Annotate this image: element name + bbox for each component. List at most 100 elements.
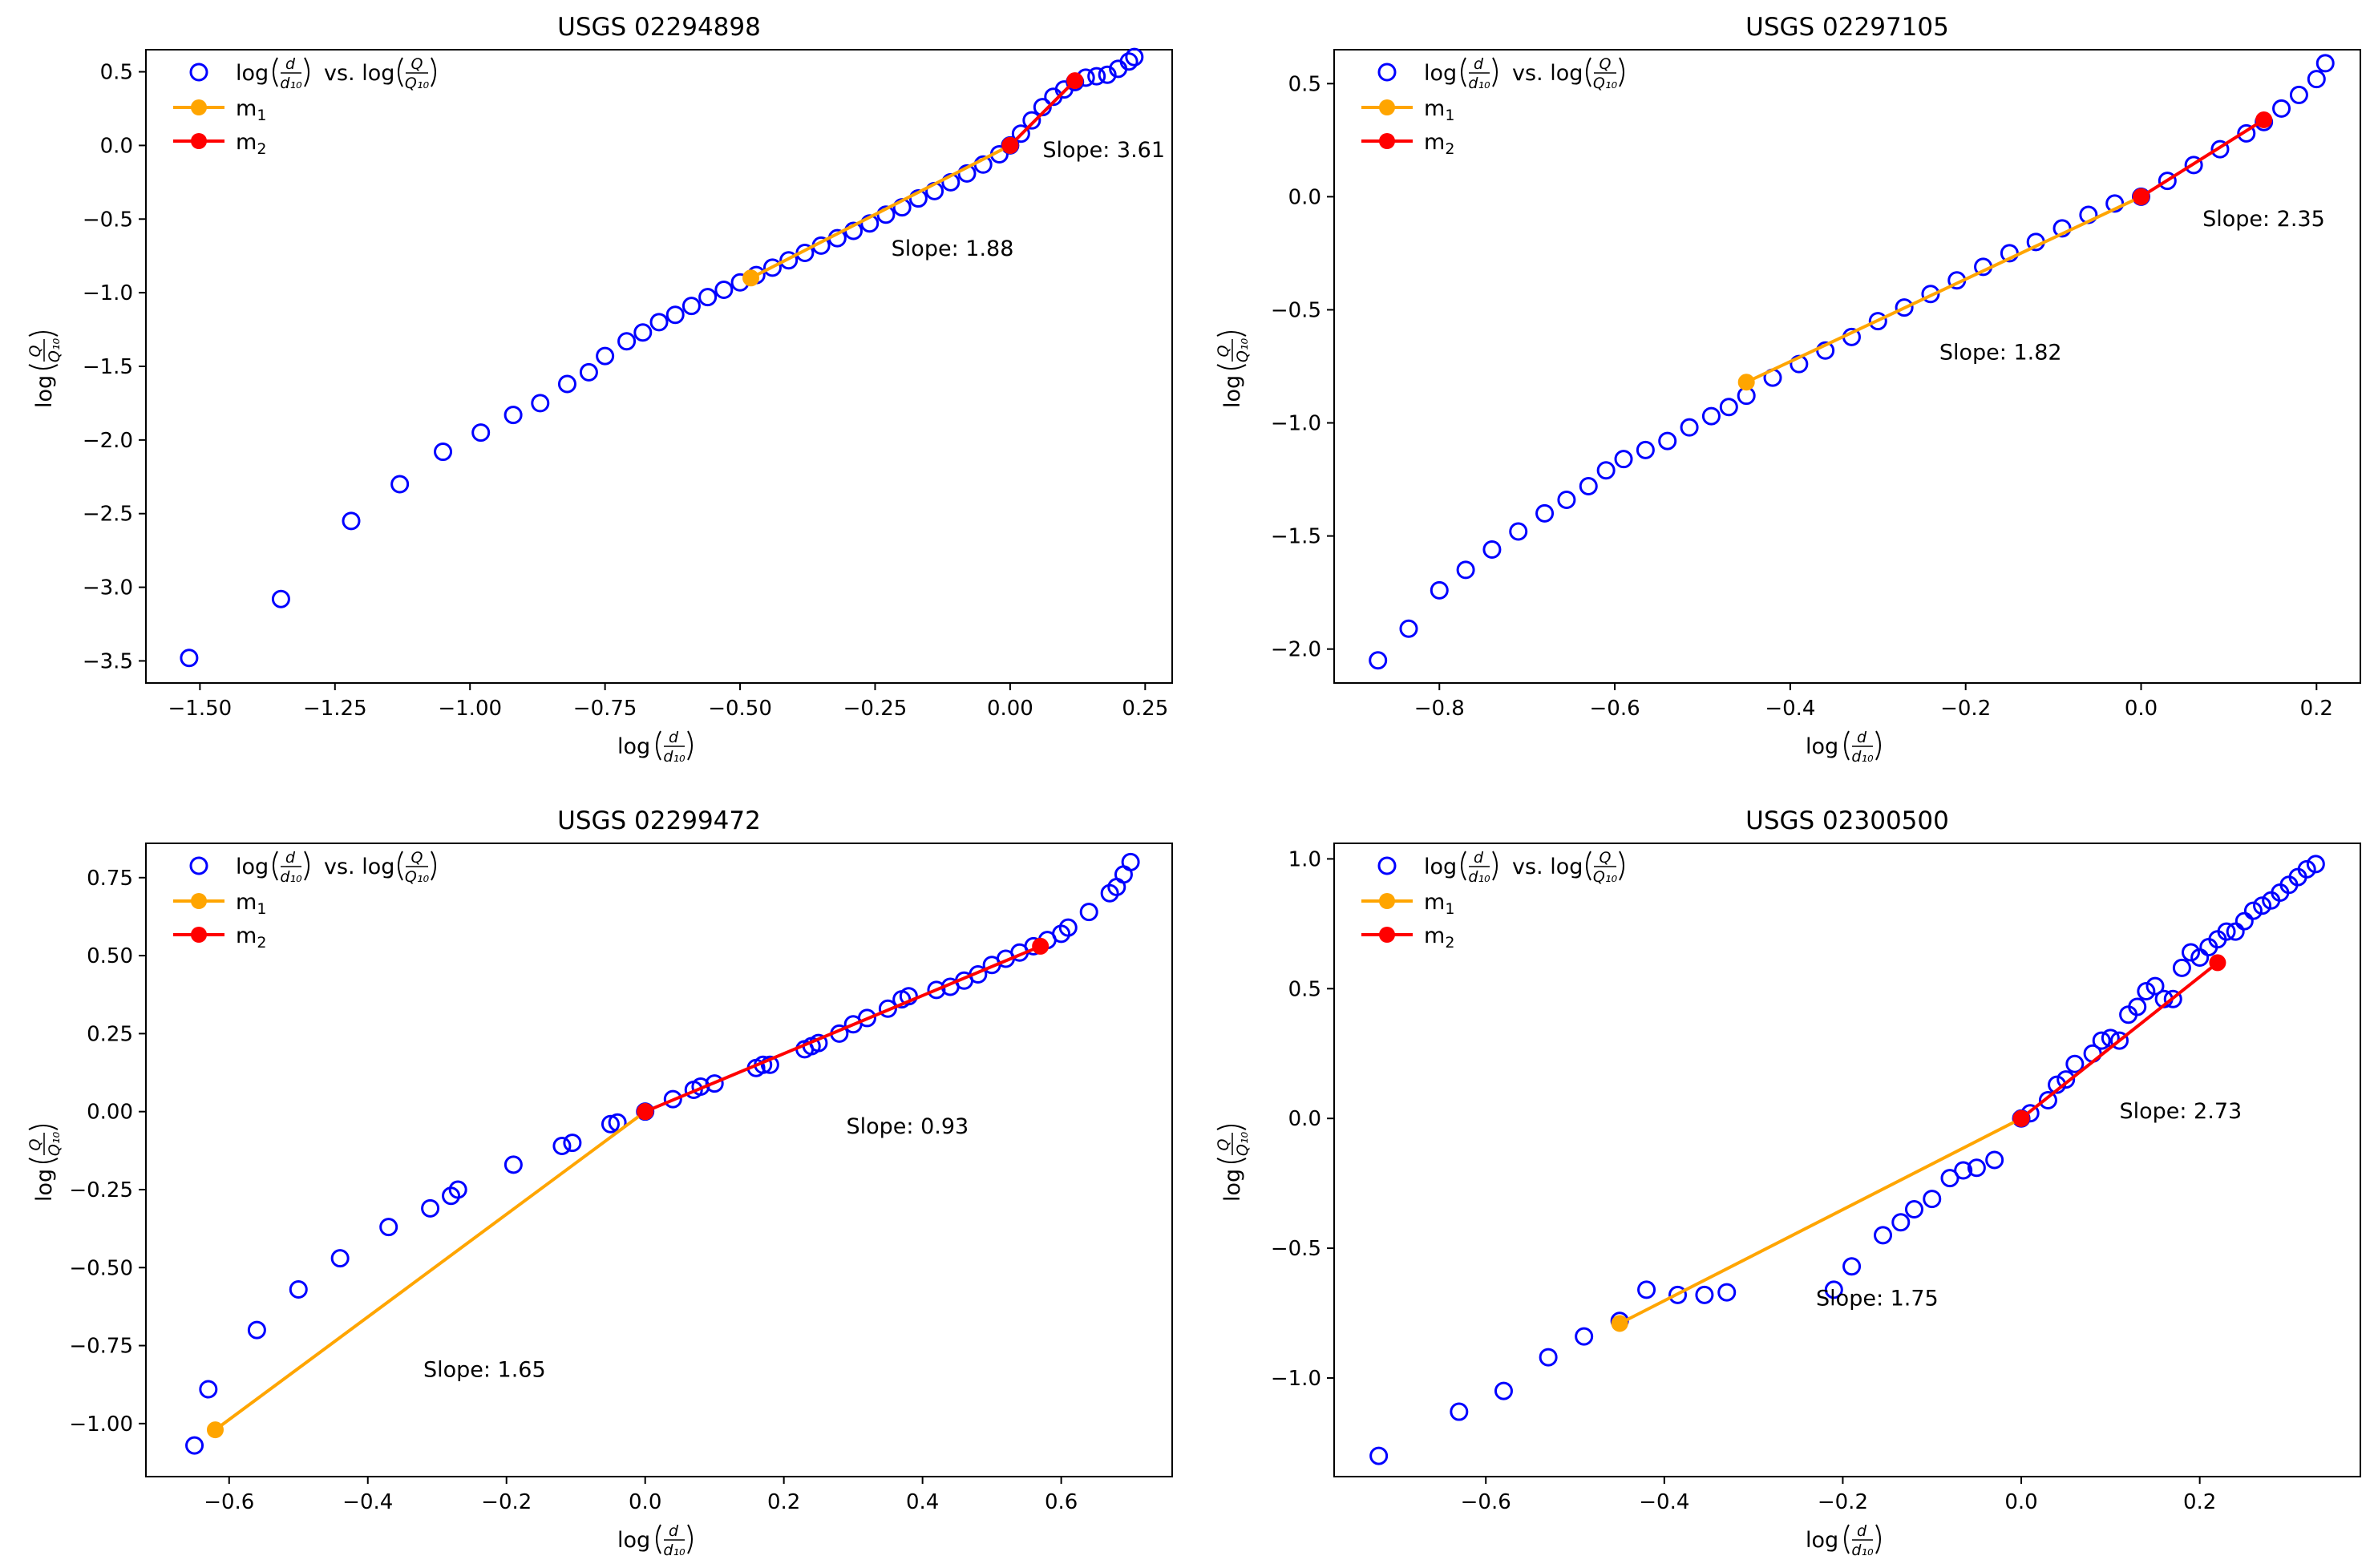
scatter-point: [180, 649, 199, 668]
scatter-point: [247, 1320, 266, 1340]
paren-right: [304, 57, 309, 87]
m1-slope-label: Slope: 1.65: [423, 1357, 546, 1382]
legend-vs: vs. log: [324, 61, 394, 86]
scatter-point: [1637, 1280, 1656, 1299]
frac-den: d₁₀: [663, 1542, 686, 1559]
scatter-point: [2243, 901, 2263, 920]
scatter-point: [1921, 285, 1940, 304]
m2-slope-label: Slope: 2.73: [2119, 1099, 2242, 1124]
legend-label-m1: m1: [1424, 96, 1454, 124]
scatter-point: [2105, 194, 2125, 213]
y-tick-label: 0.25: [87, 1022, 133, 1046]
m1-fit: Slope: 1.65: [206, 1103, 654, 1439]
scatter-point: [2158, 172, 2177, 191]
legend-marker-scatter: [1377, 856, 1397, 875]
scatter-point: [1494, 1381, 1513, 1400]
scatter-series: [180, 47, 1144, 668]
x-axis-log: log: [617, 1528, 650, 1553]
m1-endpoint: [1611, 1315, 1628, 1332]
scatter-point: [1369, 651, 1388, 670]
paren-left: [1216, 364, 1247, 370]
x-tick-label: 0.2: [2300, 697, 2333, 721]
x-tick-label: 0.6: [1045, 1490, 1078, 1514]
frac-den: Q₁₀: [46, 338, 63, 363]
paren-left: [28, 1158, 59, 1163]
scatter-point: [1636, 440, 1655, 459]
scatter-point: [2182, 943, 2201, 962]
m2-endpoint: [1032, 937, 1049, 955]
m1-endpoint: [1737, 374, 1755, 391]
paren-right: [1619, 57, 1624, 87]
frac-den: d₁₀: [280, 868, 302, 886]
paren-right: [28, 1125, 59, 1130]
scatter-point: [779, 251, 799, 270]
legend-marker-m1: [191, 893, 207, 909]
scatter-point: [1450, 1402, 1469, 1421]
y-tick-label: −1.00: [69, 1412, 133, 1437]
m2-fit: Slope: 0.93: [637, 937, 1049, 1139]
frac-num: d: [669, 1522, 679, 1540]
paren-left: [398, 851, 403, 881]
paren-right: [1875, 1524, 1881, 1554]
legend-log: log: [236, 855, 269, 879]
scatter-point: [705, 1074, 724, 1093]
legend-label-m2: m2: [236, 130, 266, 158]
frac-den: d₁₀: [1468, 868, 1490, 886]
scatter-point: [1539, 1348, 1558, 1367]
scatter-point: [1058, 918, 1078, 937]
m2-fit: Slope: 3.61: [1001, 72, 1165, 163]
y-tick-label: −2.0: [83, 429, 133, 453]
paren-right: [304, 851, 309, 881]
y-tick-label: −2.5: [83, 503, 133, 527]
m2-fit: Slope: 2.35: [2132, 111, 2325, 232]
scatter-point: [1668, 1285, 1688, 1304]
y-tick-label: −0.5: [1271, 1237, 1321, 1261]
scatter-point: [2057, 1070, 2076, 1089]
paren-right: [431, 57, 436, 87]
scatter-point: [1399, 619, 1418, 638]
paren-left: [656, 730, 661, 761]
x-axis-label: log d d₁₀: [617, 1522, 693, 1559]
scatter-point: [1874, 1226, 1893, 1245]
y-tick-label: 0.0: [1288, 185, 1321, 209]
scatter-point: [2237, 123, 2256, 143]
chart-title: USGS 02297105: [1745, 13, 1949, 42]
scatter-point: [649, 313, 669, 332]
y-axis-log: log: [32, 1169, 57, 1202]
scatter-point: [2190, 948, 2210, 967]
y-tick-label: −1.5: [83, 355, 133, 379]
scatter-point: [2128, 997, 2147, 1016]
legend-marker-m1: [191, 99, 207, 115]
paren-left: [273, 851, 278, 881]
y-tick-label: −0.5: [1271, 298, 1321, 322]
m1-line: [1619, 1117, 2022, 1325]
scatter-point: [342, 511, 361, 531]
m2-endpoint: [2209, 954, 2226, 972]
m1-line: [750, 143, 1011, 280]
scatter-point: [908, 189, 928, 208]
m1-endpoint: [206, 1421, 224, 1439]
legend-marker-scatter: [189, 856, 208, 875]
scatter-point: [1868, 312, 1887, 331]
y-tick-label: −1.0: [83, 281, 133, 305]
scatter-point: [1614, 450, 1633, 469]
scatter-point: [1719, 398, 1738, 417]
legend-marker-m2: [1379, 133, 1395, 149]
x-axis-label: log d d₁₀: [1806, 1522, 1881, 1559]
scatter-point: [1904, 1200, 1923, 1219]
legend-vs: vs. log: [324, 855, 394, 879]
x-tick-label: 0.2: [2183, 1490, 2216, 1514]
frac-num: Q: [1600, 55, 1612, 73]
paren-right: [687, 730, 693, 761]
x-tick-label: 0.2: [767, 1490, 800, 1514]
y-tick-label: 0.5: [100, 61, 133, 85]
paren-right: [1216, 1125, 1247, 1130]
frac-num: Q: [1600, 849, 1612, 867]
frac-num: Q: [411, 55, 423, 73]
scatter-point: [1022, 111, 1041, 130]
scatter-point: [434, 443, 453, 462]
